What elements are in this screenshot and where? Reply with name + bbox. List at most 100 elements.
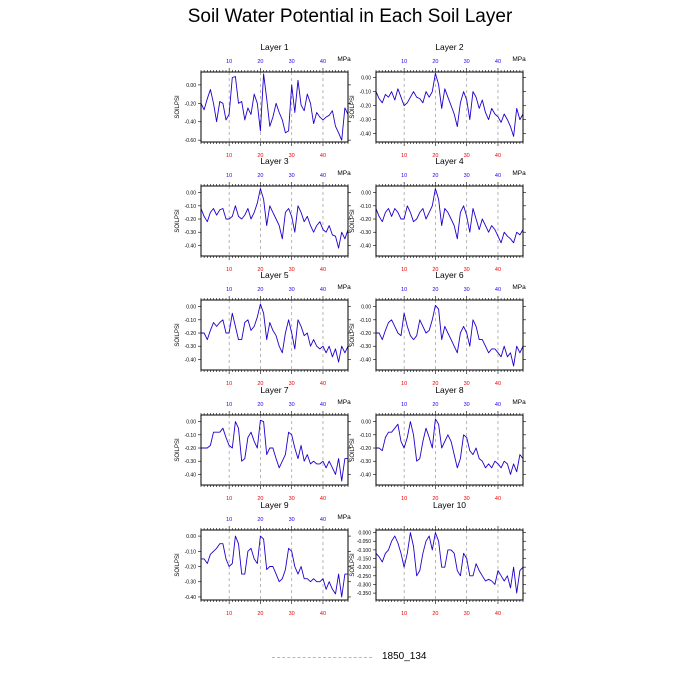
x-tick-label-top: 10: [401, 173, 407, 179]
chart-layer-4: Layer 4 MPa 10 20 30 40 10 20 30 40 0.00 -0.10 -0.20…: [350, 156, 526, 273]
plot-frame: [200, 299, 349, 371]
x-tick-label-bottom: 20: [257, 153, 263, 159]
x-tick-label-top: 10: [226, 517, 232, 523]
y-tick-label: 0.00: [186, 420, 196, 426]
y-tick-label: 0.00: [186, 534, 196, 540]
y-axis-label: SOILPSI: [350, 209, 356, 233]
x-tick-label-top: 30: [464, 287, 470, 293]
plot-frame: [200, 414, 349, 486]
chart-layer-2: Layer 2 MPa 10 20 30 40 10 20 30 40 0.00 -0.10 -0.20…: [350, 42, 526, 159]
x-tick-label-bottom: 20: [432, 267, 438, 273]
x-tick-label-bottom: 40: [495, 267, 501, 273]
y-tick-label: -0.050: [357, 539, 371, 545]
x-tick-label-top: 30: [289, 287, 295, 293]
unit-label: MPa: [337, 170, 351, 177]
chart-title: Layer 9: [260, 500, 289, 510]
figure-title: Soil Water Potential in Each Soil Layer: [187, 6, 513, 27]
x-tick-label-top: 40: [495, 287, 501, 293]
x-tick-label-bottom: 40: [320, 496, 326, 502]
y-tick-label: 0.00: [361, 305, 371, 311]
plot-frame: [200, 529, 349, 601]
x-tick-label-top: 30: [289, 59, 295, 65]
x-tick-label-top: 40: [320, 402, 326, 408]
x-tick-label-bottom: 10: [401, 611, 407, 617]
y-tick-label: -0.40: [360, 357, 372, 363]
x-tick-label-top: 30: [464, 173, 470, 179]
x-tick-label-top: 10: [401, 402, 407, 408]
y-tick-label: -0.40: [185, 243, 197, 249]
series-line: [200, 73, 349, 141]
x-tick-label-bottom: 10: [401, 496, 407, 502]
y-tick-label: -0.30: [360, 344, 372, 350]
unit-label: MPa: [512, 284, 526, 291]
y-tick-label: 0.000: [358, 531, 371, 537]
y-tick-label: -0.350: [357, 591, 371, 597]
x-tick-label-top: 20: [257, 173, 263, 179]
y-tick-label: -0.40: [360, 472, 372, 478]
x-tick-label-top: 20: [257, 287, 263, 293]
y-tick-label: -0.150: [357, 557, 371, 563]
x-tick-label-bottom: 20: [257, 496, 263, 502]
chart-title: Layer 5: [260, 270, 289, 280]
chart-layer-8: Layer 8 MPa 10 20 30 40 10 20 30 40 0.00 -0.10 -0.20…: [350, 385, 526, 502]
x-tick-label-top: 20: [257, 59, 263, 65]
chart-title: Layer 2: [435, 42, 464, 52]
legend-line-swatch: [272, 657, 372, 658]
series-line: [201, 303, 349, 363]
x-tick-label-top: 10: [226, 287, 232, 293]
y-axis-label: SOILPSI: [175, 553, 181, 577]
y-axis-label: SOILPSI: [175, 323, 181, 347]
chart-title: Layer 3: [260, 156, 289, 166]
x-tick-label-top: 40: [495, 173, 501, 179]
y-tick-label: 0.00: [186, 305, 196, 311]
x-tick-label-top: 20: [432, 173, 438, 179]
x-tick-label-top: 30: [289, 517, 295, 523]
x-tick-label-bottom: 10: [226, 611, 232, 617]
y-tick-label: -0.30: [185, 580, 197, 586]
x-tick-label-top: 40: [495, 402, 501, 408]
x-tick-label-bottom: 40: [320, 611, 326, 617]
x-tick-label-bottom: 40: [495, 153, 501, 159]
y-axis-label: SOILPSI: [350, 95, 356, 119]
x-tick-label-bottom: 30: [289, 153, 295, 159]
x-tick-label-top: 40: [495, 59, 501, 65]
y-tick-label: -0.10: [185, 549, 197, 555]
x-tick-label-top: 10: [401, 287, 407, 293]
y-axis-label: SOILPSI: [350, 323, 356, 347]
unit-label: MPa: [337, 514, 351, 521]
y-tick-label: -0.20: [185, 101, 197, 107]
chart-layer-1: Layer 1 MPa 10 20 30 40 10 20 30 40 0.00 -0.20 -0.40…: [175, 42, 351, 159]
y-tick-label: -0.20: [360, 331, 372, 337]
x-tick-label-bottom: 30: [464, 611, 470, 617]
unit-label: MPa: [337, 56, 351, 63]
series-line: [376, 304, 524, 367]
x-tick-label-bottom: 40: [320, 153, 326, 159]
y-tick-label: -0.10: [185, 204, 197, 210]
y-tick-label: -0.100: [357, 548, 371, 554]
plot-frame: [375, 71, 524, 143]
x-tick-label-bottom: 20: [432, 153, 438, 159]
x-tick-label-bottom: 10: [401, 381, 407, 387]
y-tick-label: -0.40: [185, 595, 197, 601]
x-tick-label-top: 10: [226, 402, 232, 408]
unit-label: MPa: [337, 284, 351, 291]
y-tick-label: -0.30: [360, 230, 372, 236]
y-tick-label: -0.20: [360, 217, 372, 223]
chart-title: Layer 8: [435, 385, 464, 395]
x-tick-label-bottom: 30: [464, 153, 470, 159]
plot-frame: [200, 71, 349, 143]
plot-frame: [375, 185, 524, 257]
x-tick-label-bottom: 30: [289, 267, 295, 273]
plot-frame: [375, 414, 524, 486]
x-tick-label-top: 40: [320, 173, 326, 179]
x-tick-label-bottom: 10: [401, 267, 407, 273]
x-tick-label-top: 30: [289, 173, 295, 179]
x-tick-label-bottom: 10: [226, 267, 232, 273]
series-line: [375, 532, 524, 594]
legend-label: 1850_134: [382, 651, 427, 662]
x-tick-label-top: 10: [226, 59, 232, 65]
unit-label: MPa: [512, 56, 526, 63]
y-tick-label: -0.30: [185, 344, 197, 350]
x-tick-label-bottom: 20: [257, 611, 263, 617]
x-tick-label-bottom: 10: [401, 153, 407, 159]
